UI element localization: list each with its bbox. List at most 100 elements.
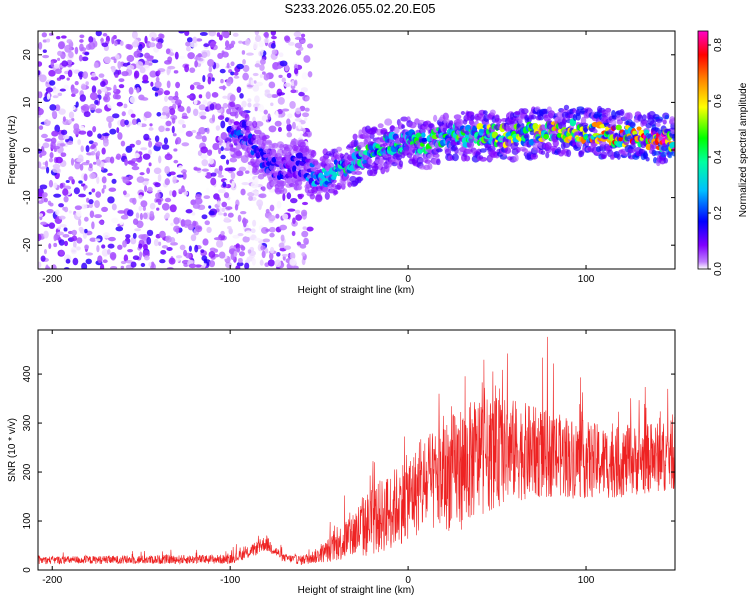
spectrogram-halo-blob [356,176,362,184]
spectrogram-ridge-blob [636,126,642,131]
spectrogram-noise-blob [68,210,72,214]
spectrogram-noise-blob [112,93,119,100]
spectrogram-noise-blob [280,234,285,242]
spectrogram-halo-blob [593,128,598,134]
spectrogram-noise-blob [59,143,66,147]
spectrogram-halo-blob [408,121,417,129]
spectrogram-halo-blob [664,114,670,120]
spectrogram-halo-blob [365,163,373,170]
spectrogram-noise-blob [188,245,192,252]
spectrogram-noise-blob [128,175,134,180]
spectrogram-halo-blob [353,139,359,148]
spectrogram-noise-blob [101,248,109,257]
spectrogram-noise-blob [116,101,123,107]
spectrogram-halo-blob [575,112,581,121]
spectrogram-noise-blob [210,172,217,177]
spectrogram-halo-blob [552,139,559,148]
spectrogram-halo-blob [479,156,488,162]
spectrogram-halo-blob [229,119,235,124]
spectrogram-noise-blob [172,133,177,137]
snr-x-tick-label: -200 [42,575,62,586]
spectrogram-noise-blob [41,133,48,139]
spectrogram-noise-blob [74,205,83,211]
spectrogram-noise-blob [79,39,84,43]
spectrogram-noise-blob [153,238,159,247]
spectrogram-noise-blob [139,172,145,176]
spectrogram-ridge-blob [669,141,675,150]
spectrogram-halo-blob [449,120,454,126]
spectrogram-noise-blob [171,125,175,134]
spectrogram-noise-blob [117,132,123,140]
spectrogram-ridge-blob [421,137,428,142]
spectrogram-noise-blob [278,74,283,79]
spectrogram-noise-blob [142,153,151,160]
spectrogram-halo-blob [521,108,529,115]
spectrogram-noise-blob [38,108,44,116]
spectrogram-noise-blob [66,77,70,81]
spectrogram-noise-blob [53,234,57,242]
spectrogram-noise-blob [258,50,264,57]
spectrogram-noise-blob [198,104,206,111]
spectrogram-noise-blob [43,197,48,203]
spectrogram-noise-blob [167,65,176,70]
spectrogram-noise-blob [82,71,89,79]
spectrogram-halo-blob [643,150,648,159]
spectrogram-noise-blob [286,123,292,132]
spectrogram-noise-blob [49,104,57,111]
spectrogram-noise-blob [218,85,227,90]
spectrogram-noise-blob [144,185,148,193]
spectrogram-noise-blob [111,65,116,73]
spectrogram-halo-blob [336,182,342,190]
spectrogram-noise-blob [233,250,238,257]
spectrogram-noise-blob [89,172,96,180]
spectrogram-noise-blob [111,178,117,184]
spectrogram-noise-blob [97,133,102,139]
spectrogram-noise-blob [75,101,79,108]
spectrogram-noise-blob [194,197,203,205]
spectrogram-noise-blob [191,212,196,216]
spectrogram-noise-blob [294,209,301,214]
spectrogram-noise-blob [186,150,195,155]
spectrogram-halo-blob [518,118,523,125]
spectrogram-noise-blob [114,54,120,61]
spectrogram-halo-blob [670,129,675,135]
spectrogram-noise-blob [108,187,117,192]
spectrogram-noise-blob [188,263,197,269]
spectrogram-noise-blob [95,158,102,166]
spectrogram-noise-blob [78,130,87,135]
colorbar-tick-label: 0.4 [713,150,724,164]
spectrogram-noise-blob [54,68,62,74]
spectrogram-noise-blob [132,255,140,261]
spectrogram-noise-blob [107,249,111,255]
spectrogram-noise-blob [198,111,207,116]
spectrogram-noise-blob [193,98,198,105]
spectrogram-halo-blob [513,141,519,147]
spectrogram-noise-blob [236,86,242,93]
spectrogram-noise-blob [68,176,74,181]
spectrogram-halo-blob [566,149,572,158]
spectrogram-noise-blob [140,200,148,208]
spectrogram-noise-blob [223,217,230,222]
spectrogram-noise-blob [221,31,229,38]
spectrogram-noise-blob [83,184,88,189]
spectrogram-noise-blob [148,42,156,48]
spectrogram-y-tick-label: -20 [22,238,33,253]
spectrogram-noise-blob [220,131,228,140]
spectrogram-noise-blob [84,51,90,56]
spectrogram-noise-blob [211,114,216,122]
spectrogram-noise-blob [131,41,140,48]
spectrogram-noise-blob [96,244,100,253]
spectrogram-noise-blob [198,127,206,135]
spectrogram-noise-blob [195,225,203,233]
spectrogram-noise-blob [38,233,42,242]
spectrogram-noise-blob [187,52,195,60]
spectrogram-noise-blob [247,192,255,197]
spectrogram-noise-blob [119,220,124,226]
spectrogram-noise-blob [78,218,82,227]
spectrogram-noise-blob [300,209,308,217]
spectrogram-halo-blob [254,165,259,171]
spectrogram-noise-blob [92,126,97,133]
spectrogram-noise-blob [304,96,310,101]
spectrogram-x-tick-label: 0 [405,274,411,285]
